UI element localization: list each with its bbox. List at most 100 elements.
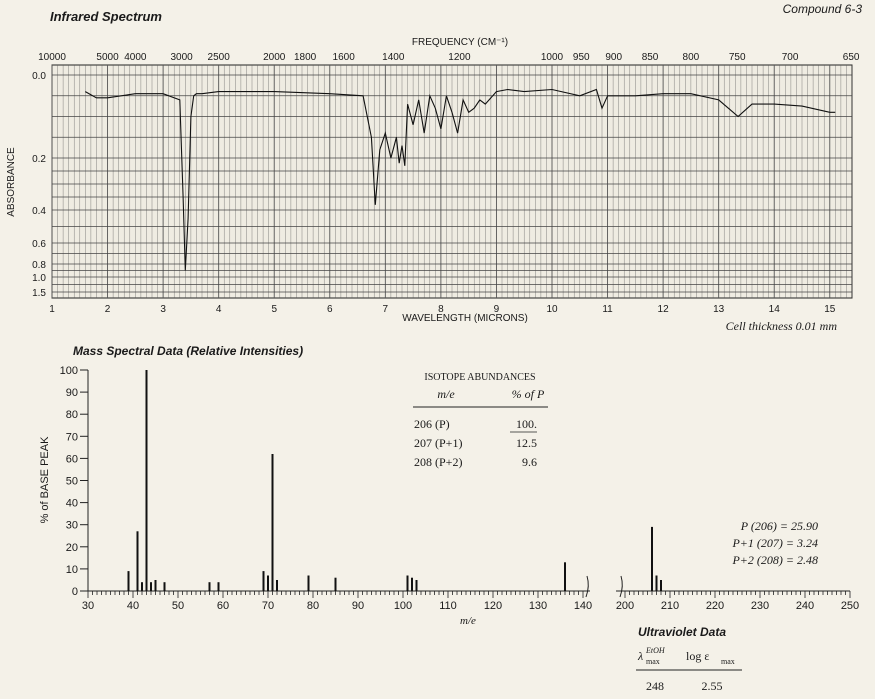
ir-top-tick-label: 700	[782, 52, 799, 63]
uv-logeps-sub: max	[721, 657, 735, 666]
isotope-table: ISOTOPE ABUNDANCES m/e % of P 206 (P) 10…	[413, 372, 548, 469]
ir-top-tick-label: 1400	[382, 52, 405, 63]
isotope-col-me: m/e	[437, 387, 455, 401]
ir-top-tick-label: 800	[683, 52, 700, 63]
ir-x-tick-label: 10	[546, 304, 558, 315]
ms-bar	[406, 575, 409, 591]
ms-y-tick-label: 10	[66, 564, 78, 576]
uv-data: Ultraviolet Data λ EtOH max log ε max 24…	[636, 625, 742, 693]
ir-top-tick-label: 10000	[38, 52, 66, 63]
isotope-row-pct: 9.6	[522, 455, 537, 469]
isotope-row-pct: 100.	[516, 417, 537, 431]
ir-x-tick-label: 3	[160, 304, 166, 315]
uv-lambda-sub: max	[646, 657, 660, 666]
ir-top-tick-label: 850	[642, 52, 659, 63]
ms-axis-break	[585, 575, 589, 598]
ir-top-tick-label: 4000	[124, 52, 147, 63]
mass-spec-title: Mass Spectral Data (Relative Intensities…	[73, 344, 303, 358]
ir-top-tick-label: 5000	[96, 52, 119, 63]
ms-y-tick-labels: 0 10 20 30 40 50 60 70 80 90 100	[60, 365, 78, 598]
ms-bar	[411, 577, 413, 591]
ir-x-tick-label: 1	[49, 304, 55, 315]
mass-spec-chart: Mass Spectral Data (Relative Intensities…	[39, 344, 859, 627]
isotope-row-pct: 12.5	[516, 436, 537, 450]
ms-x-tick-label: 90	[352, 600, 364, 612]
ir-top-tick-label: 1000	[541, 52, 564, 63]
ms-x-tick-label: 140	[574, 600, 592, 612]
ms-bar	[154, 580, 157, 591]
ms-bar	[276, 580, 278, 591]
ms-bar	[150, 582, 152, 591]
ir-title: Infrared Spectrum	[50, 9, 162, 24]
ms-y-tick-label: 50	[66, 476, 78, 488]
ms-x-tick-label: 30	[82, 600, 94, 612]
ir-top-tick-label: 2500	[208, 52, 231, 63]
ms-bar	[145, 370, 148, 591]
isotope-title: ISOTOPE ABUNDANCES	[424, 372, 535, 383]
uv-lambda-sup: EtOH	[645, 646, 666, 655]
ms-axis-break	[619, 575, 623, 598]
ms-y-tick-label: 90	[66, 387, 78, 399]
uv-lambda-symbol: λ	[637, 649, 643, 663]
ms-bar	[141, 582, 143, 591]
ms-bar	[208, 582, 211, 591]
ms-bar	[262, 571, 265, 591]
ms-y-axis-title: % of BASE PEAK	[39, 436, 51, 523]
ir-x-tick-label: 5	[271, 304, 277, 315]
ir-chart: FREQUENCY (CM⁻¹) 10000 5000 4000 3000 2500 20…	[6, 37, 860, 333]
ms-bar	[660, 580, 662, 591]
calc-p: P (206) = 25.90	[740, 519, 818, 533]
ir-x-tick-label: 7	[383, 304, 389, 315]
ms-x-tick-label: 250	[841, 600, 859, 612]
ir-y-axis-title: ABSORBANCE	[6, 147, 17, 217]
ms-y-tick-label: 60	[66, 453, 78, 465]
ms-x-tick-label: 220	[706, 600, 724, 612]
ms-bar	[415, 580, 418, 591]
uv-logeps-label: log ε	[686, 649, 709, 663]
ir-y-tick-label: 0.0	[32, 71, 46, 82]
ir-top-tick-label: 1800	[294, 52, 317, 63]
isotope-row-me: 207 (P+1)	[414, 436, 462, 450]
ir-x-tick-label: 8	[438, 304, 444, 315]
ms-x-tick-label: 130	[529, 600, 547, 612]
ir-top-tick-label: 750	[729, 52, 746, 63]
ir-x-tick-label: 15	[824, 304, 836, 315]
ms-x-tick-label: 200	[616, 600, 634, 612]
ms-bar	[655, 575, 658, 591]
isotope-row-me: 206 (P)	[414, 417, 450, 431]
ms-y-tick-label: 0	[72, 586, 78, 598]
ir-x-tick-label: 4	[216, 304, 222, 315]
ir-x-tick-label: 14	[769, 304, 781, 315]
cell-thickness-note: Cell thickness 0.01 mm	[726, 319, 838, 333]
ms-x-tick-label: 60	[217, 600, 229, 612]
ir-y-tick-label: 1.5	[32, 288, 46, 299]
ms-bar	[334, 577, 337, 591]
ms-x-tick-label: 240	[796, 600, 814, 612]
ir-top-tick-label: 950	[573, 52, 590, 63]
ir-top-tick-label: 2000	[263, 52, 286, 63]
isotope-row-me: 208 (P+2)	[414, 455, 462, 469]
ir-top-tick-label: 650	[843, 52, 860, 63]
ir-y-tick-labels: 0.0 0.2 0.4 0.6 0.8 1.0 1.5	[32, 71, 46, 299]
ir-top-tick-label: 1200	[448, 52, 471, 63]
ms-y-tick-label: 100	[60, 365, 78, 377]
calc-p2: P+2 (208) = 2.48	[731, 553, 818, 567]
ms-bar	[307, 575, 310, 591]
ms-x-tick-label: 230	[751, 600, 769, 612]
ms-bar	[651, 526, 653, 591]
ir-x-tick-label: 9	[494, 304, 500, 315]
ir-x-tick-label: 11	[602, 304, 613, 315]
uv-title: Ultraviolet Data	[638, 625, 726, 639]
ir-top-tick-label: 900	[605, 52, 622, 63]
ms-y-tick-label: 20	[66, 542, 78, 554]
isotope-col-pct: % of P	[512, 387, 545, 401]
calculated-values: P (206) = 25.90 P+1 (207) = 3.24 P+2 (20…	[731, 519, 818, 567]
ms-x-tick-label: 70	[262, 600, 274, 612]
ms-bars	[127, 370, 662, 591]
ms-x-tick-label: 80	[307, 600, 319, 612]
ir-top-tick-label: 1600	[333, 52, 356, 63]
ms-x-tick-label: 50	[172, 600, 184, 612]
uv-logeps-value: 2.55	[702, 679, 723, 693]
ms-bar	[564, 562, 566, 591]
